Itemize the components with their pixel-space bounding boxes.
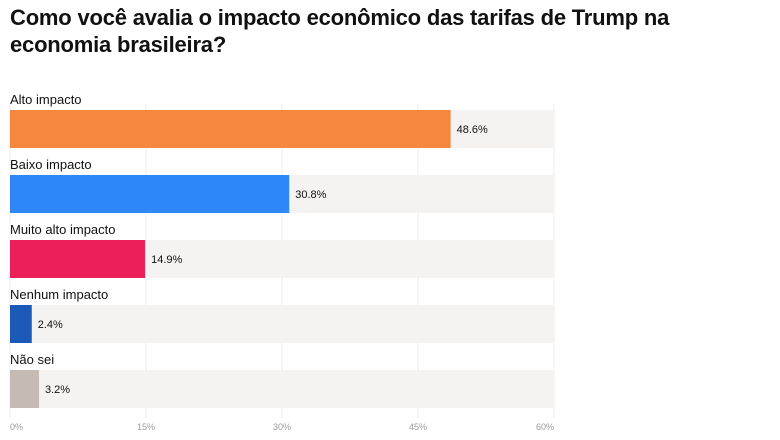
chart-title: Como você avalia o impacto econômico das…: [10, 5, 670, 57]
bar-row: Muito alto impacto 14.9%: [10, 222, 554, 278]
bar-row: Não sei 3.2%: [10, 352, 554, 408]
bar-track: [10, 305, 554, 343]
x-tick-label: 30%: [273, 422, 291, 432]
bar: [10, 175, 290, 213]
category-label: Não sei: [10, 352, 54, 367]
category-label: Nenhum impacto: [10, 287, 108, 302]
x-tick-label: 60%: [536, 422, 554, 432]
x-tick-label: 15%: [137, 422, 155, 432]
value-label: 14.9%: [151, 254, 182, 266]
value-label: 2.4%: [38, 319, 63, 331]
bar: [10, 110, 451, 148]
bar-row: Alto impacto 48.6%: [10, 92, 554, 148]
bar-row: Baixo impacto 30.8%: [10, 157, 554, 213]
bar: [10, 240, 146, 278]
category-label: Muito alto impacto: [10, 222, 116, 237]
bar: [10, 370, 40, 408]
bar: [10, 305, 32, 343]
bar-track: [10, 370, 554, 408]
category-label: Baixo impacto: [10, 157, 92, 172]
x-tick-label: 0%: [10, 422, 23, 432]
bar-row: Nenhum impacto 2.4%: [10, 287, 554, 343]
category-label: Alto impacto: [10, 92, 82, 107]
value-label: 30.8%: [295, 189, 326, 201]
value-label: 48.6%: [457, 124, 488, 136]
x-tick-label: 45%: [409, 422, 427, 432]
value-label: 3.2%: [45, 384, 70, 396]
